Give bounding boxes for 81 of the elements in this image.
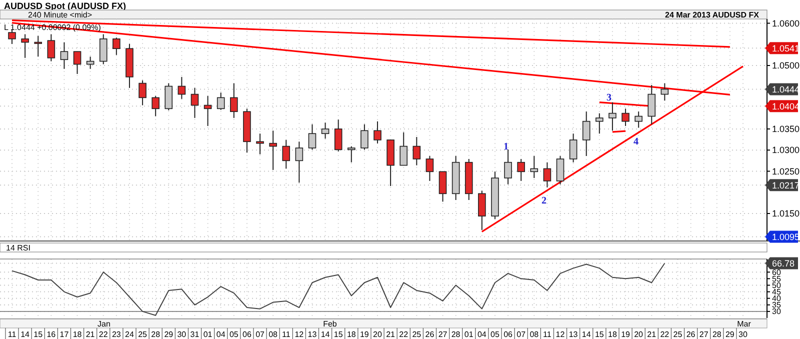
x-tick-label: 14 bbox=[320, 330, 330, 339]
annotation: 1 bbox=[504, 142, 508, 152]
x-tick-label: 30 bbox=[177, 330, 187, 339]
x-tick-label: 12 bbox=[556, 330, 566, 339]
x-tick-label: 26 bbox=[686, 330, 696, 339]
x-tick-label: 31 bbox=[190, 330, 200, 339]
x-tick-label: 25 bbox=[673, 330, 683, 339]
y-tick-label: 1.0300 bbox=[772, 145, 800, 156]
y-tick-label: 30 bbox=[772, 307, 782, 316]
x-tick-label: 18 bbox=[346, 330, 356, 339]
x-tick-label: 15 bbox=[34, 330, 44, 339]
x-tick-label: 11 bbox=[8, 330, 17, 339]
x-tick-label: 04 bbox=[477, 330, 487, 339]
x-tick-label: 11 bbox=[282, 330, 291, 339]
x-tick-label: 01 bbox=[464, 330, 474, 339]
annotation: 24 Mar 2013 AUDUSD FX bbox=[665, 10, 760, 20]
x-tick-label: 19 bbox=[360, 330, 370, 339]
y-tick-label: 1.0150 bbox=[772, 208, 800, 219]
x-tick-label: 18 bbox=[608, 330, 618, 339]
x-tick-label: 20 bbox=[634, 330, 644, 339]
y-tick-label: 1.0250 bbox=[772, 166, 800, 176]
y-tick-label: 55 bbox=[772, 274, 782, 284]
x-tick-label: 19 bbox=[621, 330, 631, 339]
x-tick-label: 11 bbox=[543, 330, 552, 339]
y-tick-label: 1.0217 bbox=[772, 180, 800, 190]
x-tick-label: 26 bbox=[425, 330, 435, 339]
x-tick-label: 27 bbox=[699, 330, 709, 339]
x-tick-label: 25 bbox=[412, 330, 422, 339]
x-tick-label: 29 bbox=[164, 330, 174, 339]
x-tick-label: 16 bbox=[46, 330, 56, 339]
x-tick-label: 28 bbox=[451, 330, 461, 339]
annotation: 4 bbox=[634, 136, 638, 148]
x-tick-label: 20 bbox=[373, 330, 382, 339]
x-tick-label: 25 bbox=[138, 330, 148, 339]
x-tick-label: 06 bbox=[504, 330, 514, 339]
y-tick-label: 1.0500 bbox=[772, 60, 800, 71]
x-tick-label: 29 bbox=[725, 330, 735, 339]
y-tick-label: 66.78 bbox=[772, 258, 795, 268]
x-tick-label: 21 bbox=[647, 330, 657, 339]
x-tick-label: 13 bbox=[568, 330, 578, 339]
text: Feb bbox=[323, 320, 338, 328]
x-tick-label: 08 bbox=[268, 330, 278, 339]
x-tick-label: 12 bbox=[294, 330, 304, 339]
text: Mar bbox=[737, 320, 752, 328]
x-tick-label: 01 bbox=[203, 330, 213, 339]
x-tick-label: 21 bbox=[386, 330, 396, 339]
x-tick-label: 05 bbox=[490, 330, 500, 339]
x-tick-label: 17 bbox=[60, 330, 70, 339]
annotation: 2 bbox=[542, 196, 546, 206]
text: Jan bbox=[98, 320, 110, 328]
x-tick-label: 14 bbox=[582, 330, 592, 339]
x-tick-label: 30 bbox=[738, 330, 748, 339]
x-tick-label: 21 bbox=[86, 330, 96, 339]
y-tick-label: 1.0541 bbox=[772, 43, 800, 54]
x-tick-label: 04 bbox=[216, 330, 226, 339]
x-tick-label: 15 bbox=[594, 330, 604, 339]
x-tick-label: 14 bbox=[20, 330, 30, 339]
x-tick-label: 22 bbox=[399, 330, 409, 339]
x-tick-label: 07 bbox=[516, 330, 526, 339]
x-tick-label: 07 bbox=[256, 330, 266, 339]
chart-title: AUDUSD Spot (AUDUSD FX) bbox=[4, 1, 126, 11]
x-tick-label: 08 bbox=[530, 330, 540, 339]
annotation: 3 bbox=[606, 92, 612, 104]
x-tick-label: 28 bbox=[712, 330, 722, 339]
y-tick-label: 1.0600 bbox=[772, 18, 800, 28]
x-tick-label: 28 bbox=[151, 330, 161, 339]
x-tick-label: 15 bbox=[334, 330, 344, 339]
x-tick-label: 18 bbox=[72, 330, 82, 339]
x-tick-label: 22 bbox=[660, 330, 670, 339]
x-tick-label: 06 bbox=[242, 330, 252, 339]
x-tick-label: 24 bbox=[125, 330, 134, 339]
x-tick-label: 23 bbox=[112, 330, 122, 339]
chart-title: 14 RSI bbox=[6, 244, 30, 252]
x-tick-label: 05 bbox=[229, 330, 239, 339]
x-tick-label: 13 bbox=[308, 330, 318, 339]
y-tick-label: 1.0350 bbox=[772, 124, 800, 134]
x-tick-label: 27 bbox=[438, 330, 448, 339]
chart-subtitle: 240 Minute <mid> bbox=[28, 10, 92, 20]
y-tick-label: 60 bbox=[772, 268, 782, 277]
x-tick-label: 22 bbox=[98, 330, 108, 339]
y-tick-label: 50 bbox=[772, 281, 782, 290]
